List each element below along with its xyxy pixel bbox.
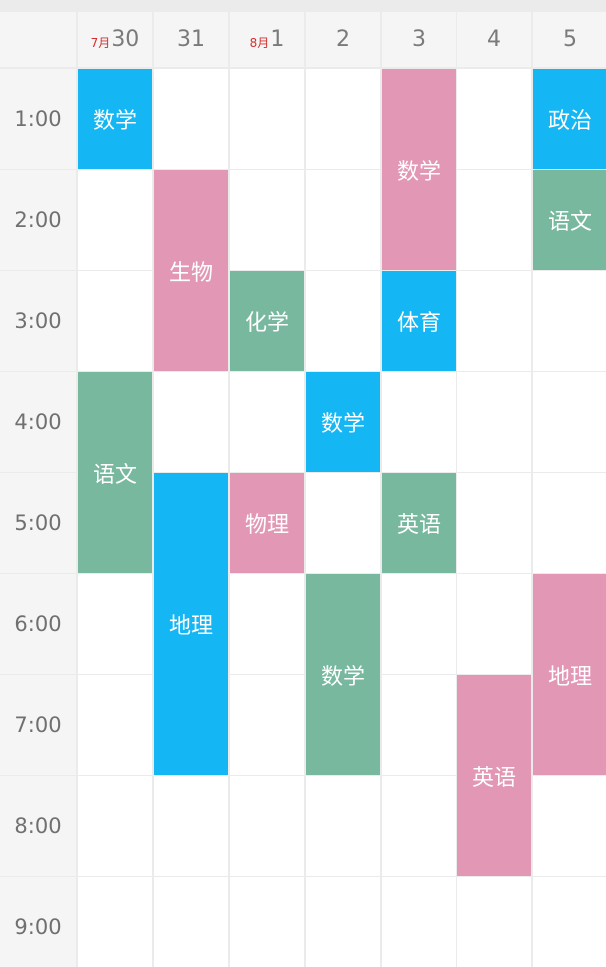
date-header-cell: 7月 30 bbox=[78, 12, 152, 67]
course-name: 政治 bbox=[547, 109, 592, 134]
course-name: 数学 bbox=[320, 664, 365, 690]
course-block[interactable]: 英语 bbox=[382, 473, 456, 573]
empty-slot[interactable] bbox=[78, 776, 152, 876]
empty-slot[interactable] bbox=[457, 170, 531, 270]
top-strip bbox=[0, 0, 606, 12]
course-block[interactable]: 体育 bbox=[382, 271, 456, 371]
date-header-cell: 8月 1 bbox=[230, 12, 304, 67]
empty-slot[interactable] bbox=[230, 877, 304, 967]
empty-slot[interactable] bbox=[457, 271, 531, 371]
empty-slot[interactable] bbox=[306, 170, 380, 270]
empty-slot[interactable] bbox=[306, 776, 380, 876]
empty-slot[interactable] bbox=[78, 877, 152, 967]
day-number: 31 bbox=[177, 27, 205, 52]
time-label: 5:00 bbox=[0, 473, 76, 573]
course-block[interactable]: 地理 bbox=[154, 473, 228, 775]
empty-slot[interactable] bbox=[154, 776, 228, 876]
date-header-cell: 4 bbox=[457, 12, 531, 67]
empty-slot[interactable] bbox=[154, 877, 228, 967]
empty-slot[interactable] bbox=[230, 170, 304, 270]
empty-slot[interactable] bbox=[230, 574, 304, 674]
empty-slot[interactable] bbox=[457, 372, 531, 472]
course-name: 数学 bbox=[320, 412, 365, 437]
empty-slot[interactable] bbox=[382, 776, 456, 876]
course-block[interactable]: 语文 bbox=[78, 372, 152, 573]
course-name: 地理 bbox=[168, 614, 213, 639]
corner-cell bbox=[0, 12, 76, 67]
empty-slot[interactable] bbox=[230, 776, 304, 876]
course-block[interactable]: 地理 bbox=[533, 574, 606, 775]
empty-slot[interactable] bbox=[78, 675, 152, 775]
day-number: 30 bbox=[111, 27, 140, 52]
empty-slot[interactable] bbox=[457, 473, 531, 573]
time-label: 2:00 bbox=[0, 170, 76, 270]
empty-slot[interactable] bbox=[382, 372, 456, 472]
date-header-cell: 2 bbox=[306, 12, 380, 67]
course-name: 数学 bbox=[396, 159, 441, 185]
course-block[interactable]: 政治 bbox=[533, 69, 606, 169]
empty-slot[interactable] bbox=[382, 877, 456, 967]
course-name: 地理 bbox=[547, 664, 592, 690]
empty-slot[interactable] bbox=[382, 574, 456, 674]
empty-slot[interactable] bbox=[533, 372, 606, 472]
empty-slot[interactable] bbox=[230, 675, 304, 775]
time-label: 3:00 bbox=[0, 271, 76, 371]
day-number: 4 bbox=[487, 27, 501, 52]
empty-slot[interactable] bbox=[154, 69, 228, 169]
course-block[interactable]: 数学 bbox=[306, 574, 380, 775]
empty-slot[interactable] bbox=[230, 69, 304, 169]
course-name: 生物 bbox=[168, 260, 213, 286]
empty-slot[interactable] bbox=[306, 473, 380, 573]
course-name: 英语 bbox=[471, 765, 516, 791]
empty-slot[interactable] bbox=[78, 574, 152, 674]
course-block[interactable]: 语文 bbox=[533, 170, 606, 270]
day-number: 1 bbox=[270, 27, 285, 52]
empty-slot[interactable] bbox=[533, 877, 606, 967]
empty-slot[interactable] bbox=[78, 271, 152, 371]
month-label: 7月 bbox=[90, 36, 111, 50]
course-block[interactable]: 物理 bbox=[230, 473, 304, 573]
course-block[interactable]: 生物 bbox=[154, 170, 228, 371]
empty-slot[interactable] bbox=[306, 271, 380, 371]
time-label: 6:00 bbox=[0, 574, 76, 674]
empty-slot[interactable] bbox=[533, 473, 606, 573]
empty-slot[interactable] bbox=[533, 271, 606, 371]
time-label: 4:00 bbox=[0, 372, 76, 472]
empty-slot[interactable] bbox=[154, 372, 228, 472]
course-name: 体育 bbox=[396, 311, 441, 336]
empty-slot[interactable] bbox=[306, 877, 380, 967]
course-block[interactable]: 英语 bbox=[457, 675, 531, 876]
empty-slot[interactable] bbox=[457, 877, 531, 967]
date-header-cell: 5 bbox=[533, 12, 606, 67]
empty-slot[interactable] bbox=[533, 776, 606, 876]
day-number: 3 bbox=[412, 27, 426, 52]
empty-slot[interactable] bbox=[306, 69, 380, 169]
month-label: 8月 bbox=[249, 36, 270, 50]
empty-slot[interactable] bbox=[78, 170, 152, 270]
course-name: 化学 bbox=[244, 311, 289, 336]
course-block[interactable]: 数学 bbox=[78, 69, 152, 169]
time-label: 7:00 bbox=[0, 675, 76, 775]
course-name: 数学 bbox=[92, 109, 137, 134]
course-name: 语文 bbox=[547, 210, 592, 235]
day-number: 2 bbox=[336, 27, 350, 52]
empty-slot[interactable] bbox=[457, 574, 531, 674]
day-number: 5 bbox=[563, 27, 577, 52]
course-block[interactable]: 数学 bbox=[382, 69, 456, 270]
course-name: 物理 bbox=[244, 513, 289, 538]
empty-slot[interactable] bbox=[230, 372, 304, 472]
course-name: 语文 bbox=[92, 462, 137, 488]
empty-slot[interactable] bbox=[457, 69, 531, 169]
date-header-cell: 31 bbox=[154, 12, 228, 67]
time-label: 8:00 bbox=[0, 776, 76, 876]
course-name: 英语 bbox=[396, 513, 441, 538]
time-label: 9:00 bbox=[0, 877, 76, 967]
time-label: 1:00 bbox=[0, 69, 76, 169]
empty-slot[interactable] bbox=[382, 675, 456, 775]
course-block[interactable]: 化学 bbox=[230, 271, 304, 371]
course-block[interactable]: 数学 bbox=[306, 372, 380, 472]
date-header-cell: 3 bbox=[382, 12, 456, 67]
